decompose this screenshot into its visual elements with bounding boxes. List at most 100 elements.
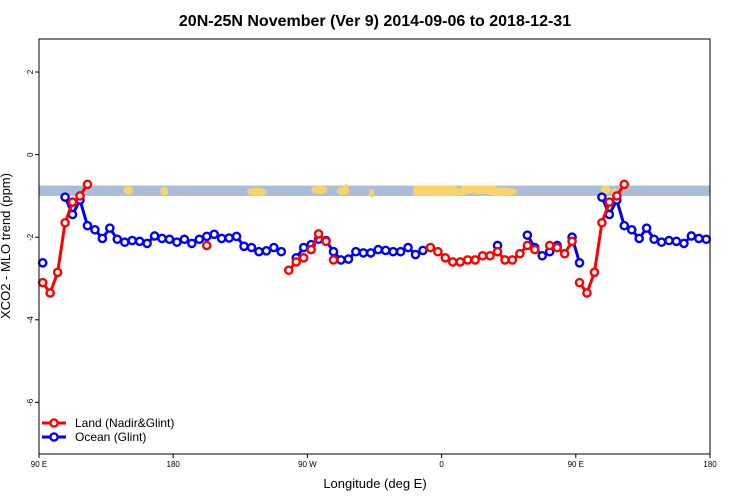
legend-label-land: Land (Nadir&Glint)	[75, 416, 174, 430]
data-point-ocean	[231, 231, 242, 242]
x-tick-label: 90 E	[31, 460, 47, 469]
data-point-ocean	[365, 248, 376, 258]
y-tick-label: -2	[26, 233, 35, 241]
data-point-land	[567, 236, 577, 247]
data-point-ocean	[619, 220, 630, 231]
map-land	[160, 186, 169, 196]
data-point-land	[470, 255, 480, 265]
data-point-land	[283, 265, 294, 276]
data-point-ocean	[403, 242, 413, 253]
chart-title: 20N-25N November (Ver 9) 2014-09-06 to 2…	[179, 13, 571, 30]
x-tick-label: 0	[439, 460, 444, 469]
data-point-ocean	[209, 229, 220, 240]
data-point-ocean	[105, 223, 115, 233]
data-point-land	[515, 248, 525, 259]
data-point-ocean	[336, 255, 346, 265]
data-point-ocean	[656, 237, 667, 247]
data-point-ocean	[626, 224, 637, 235]
data-point-ocean	[298, 242, 309, 253]
data-point-ocean	[522, 230, 533, 240]
data-point-ocean	[37, 258, 48, 268]
data-point-land	[597, 217, 607, 228]
data-point-land	[425, 242, 436, 253]
data-point-ocean	[276, 246, 287, 257]
map-land	[246, 187, 267, 197]
series-land	[37, 179, 630, 298]
data-point-land	[485, 250, 495, 261]
world-map-band	[39, 183, 710, 198]
data-point-ocean	[380, 245, 391, 256]
data-point-land	[440, 253, 451, 263]
data-point-land	[589, 267, 600, 278]
data-point-ocean	[164, 234, 175, 245]
data-point-land	[328, 255, 339, 265]
legend-marker-ocean	[49, 432, 59, 442]
data-point-ocean	[328, 246, 339, 257]
data-point-ocean	[418, 245, 428, 256]
data-point-ocean	[343, 254, 354, 264]
data-point-land	[52, 267, 63, 278]
data-point-land	[447, 257, 458, 267]
data-point-ocean	[112, 234, 123, 245]
y-tick-label: -4	[26, 316, 35, 324]
map-land	[343, 183, 349, 193]
data-point-ocean	[410, 249, 421, 260]
data-point-ocean	[649, 234, 659, 245]
data-point-ocean	[358, 248, 369, 258]
data-point-land	[544, 240, 555, 251]
data-point-ocean	[679, 238, 689, 249]
data-point-land	[291, 257, 302, 267]
x-tick-label: 180	[167, 460, 181, 469]
data-point-ocean	[119, 237, 130, 247]
x-axis-label: Longitude (deg E)	[323, 476, 426, 491]
y-axis-label: XCO2 - MLO trend (ppm)	[0, 173, 13, 319]
data-point-land	[619, 179, 630, 190]
data-point-land	[522, 240, 533, 251]
x-tick-label: 90 W	[298, 460, 317, 469]
data-point-land	[67, 197, 78, 207]
data-point-ocean	[537, 250, 548, 261]
data-point-land	[306, 244, 316, 255]
map-land	[123, 185, 134, 195]
data-point-ocean	[216, 233, 227, 244]
y-tick-label: -6	[26, 398, 35, 406]
plot-frame	[38, 38, 711, 455]
data-point-ocean	[701, 234, 712, 245]
data-point-land	[60, 217, 70, 228]
data-point-ocean	[694, 233, 704, 244]
data-point-ocean	[224, 233, 234, 243]
data-point-ocean	[664, 235, 674, 246]
x-tick-label: 180	[703, 460, 717, 469]
axis-ticks: 90 E 180 90 W 0 90 E 180 2 0 -2 -4 -6	[26, 69, 717, 469]
data-point-land	[604, 197, 615, 207]
data-point-land	[82, 179, 93, 190]
data-point-ocean	[388, 246, 398, 257]
data-point-land	[500, 255, 510, 265]
data-point-land	[313, 229, 324, 239]
data-point-ocean	[634, 233, 644, 244]
data-point-ocean	[671, 236, 682, 247]
map-land	[460, 185, 497, 192]
data-point-land	[559, 248, 570, 259]
map-land	[413, 185, 457, 196]
map-ocean	[39, 185, 710, 196]
data-point-land	[477, 250, 488, 261]
data-point-ocean	[127, 235, 137, 246]
data-point-land	[201, 240, 212, 251]
data-point-ocean	[239, 241, 249, 252]
data-point-land	[75, 191, 85, 201]
data-point-ocean	[351, 246, 361, 257]
data-point-ocean	[142, 238, 152, 249]
y-tick-label: 2	[26, 69, 35, 74]
series-layer	[37, 179, 712, 298]
data-point-land	[492, 246, 503, 257]
data-point-ocean	[641, 223, 652, 233]
data-point-ocean	[201, 231, 212, 242]
series-ocean	[37, 192, 712, 268]
data-point-ocean	[686, 231, 697, 241]
data-point-ocean	[134, 236, 145, 247]
y-tick-label: 0	[26, 152, 35, 157]
data-point-ocean	[187, 238, 197, 249]
data-point-ocean	[97, 233, 108, 244]
